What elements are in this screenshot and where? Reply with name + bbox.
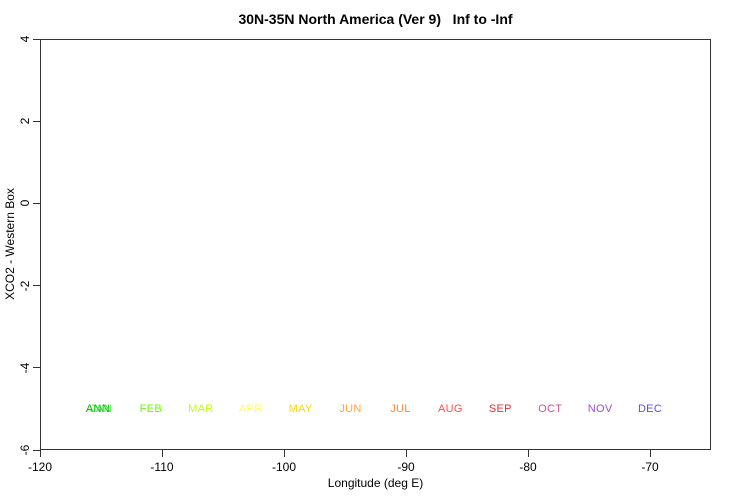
y-axis-tick xyxy=(33,367,40,369)
y-axis-tick xyxy=(33,38,40,40)
y-axis-tick-label: -2 xyxy=(18,280,32,291)
x-axis-tick xyxy=(527,450,529,457)
y-axis-tick-label: 0 xyxy=(18,200,32,207)
month-label-nov: NOV xyxy=(587,402,613,415)
month-label-may: MAY xyxy=(288,402,313,415)
month-label-feb: FEB xyxy=(139,402,163,415)
month-label-apr: APR xyxy=(238,402,263,415)
y-axis-tick-label: 2 xyxy=(18,117,32,125)
x-axis-label: Longitude (deg E) xyxy=(327,476,424,490)
x-axis-tick xyxy=(283,450,285,457)
y-axis-tick xyxy=(33,120,40,122)
month-label-jul: JUL xyxy=(390,402,411,415)
x-axis-tick-label: -120 xyxy=(27,460,53,474)
y-axis-tick-label: -4 xyxy=(18,362,32,374)
y-axis-tick xyxy=(33,449,40,451)
x-axis-tick-label: -110 xyxy=(150,460,174,474)
month-label-jan: JAN xyxy=(90,402,112,415)
x-axis-tick xyxy=(405,450,407,457)
month-label-dec: DEC xyxy=(637,402,663,415)
month-label-ann: ANN xyxy=(85,402,110,415)
x-axis-tick-label: -70 xyxy=(641,460,659,474)
month-label-jun: JUN xyxy=(339,402,362,415)
chart-title: 30N-35N North America (Ver 9) Inf to -In… xyxy=(238,11,513,27)
month-label-aug: AUG xyxy=(438,402,463,415)
x-axis-tick xyxy=(161,450,163,457)
y-axis-tick xyxy=(33,285,40,287)
x-axis-tick xyxy=(649,450,651,457)
x-axis-tick-label: -80 xyxy=(519,460,537,474)
x-axis-tick-label: -90 xyxy=(397,460,415,474)
y-axis-label: XCO2 - Western Box xyxy=(3,188,17,300)
x-axis-tick-label: -100 xyxy=(271,460,297,474)
plot-area xyxy=(40,39,711,450)
y-axis-tick xyxy=(33,202,40,204)
month-label-oct: OCT xyxy=(538,402,563,415)
y-axis-tick-label: 4 xyxy=(18,35,32,43)
month-label-mar: MAR xyxy=(188,402,214,415)
y-axis-tick-label: -6 xyxy=(18,444,32,456)
month-label-sep: SEP xyxy=(488,402,512,415)
x-axis-tick xyxy=(39,450,41,457)
